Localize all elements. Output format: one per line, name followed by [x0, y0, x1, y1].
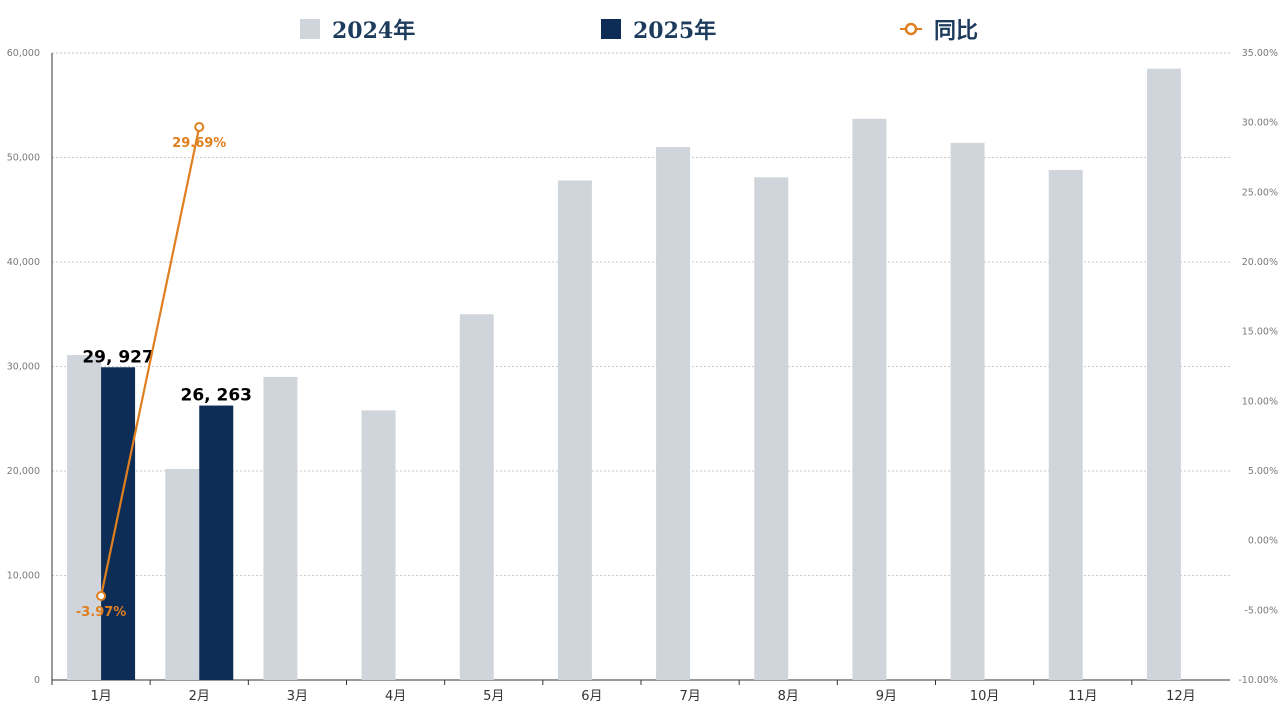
bar-2025 [101, 367, 136, 680]
bar-2024 [656, 147, 691, 681]
y-right-tick-label: -5.00% [1244, 605, 1278, 616]
legend-swatch-2025 [601, 19, 621, 39]
y-right-tick-label: 30.00% [1242, 118, 1278, 129]
bar-2024 [852, 118, 887, 680]
legend-label-yoy: 同比 [934, 18, 979, 44]
y-right-tick-label: 10.00% [1242, 396, 1278, 407]
y-left-tick-label: 40,000 [7, 257, 40, 268]
bar-2024 [165, 468, 200, 680]
legend-label-2025: 2025年 [633, 18, 717, 44]
x-tick-label: 5月 [483, 689, 504, 704]
legend-swatch-2024 [300, 19, 320, 39]
x-tick-label: 6月 [581, 689, 602, 704]
legend-item-2025[interactable]: 2025年 [601, 12, 716, 46]
yoy-data-label: 29.69% [172, 136, 226, 151]
y-right-tick-label: 35.00% [1242, 48, 1278, 59]
x-tick-label: 3月 [287, 689, 308, 704]
x-tick-label: 4月 [385, 689, 406, 704]
legend-label-2024: 2024年 [332, 18, 416, 44]
bar-2024 [950, 142, 985, 680]
y-right-tick-label: 20.00% [1242, 257, 1278, 268]
y-right-tick-label: -10.00% [1238, 675, 1278, 686]
x-tick-label: 10月 [970, 689, 1000, 704]
yoy-point [194, 121, 205, 132]
y-left-tick-label: 30,000 [7, 362, 40, 373]
legend: 2024年 2025年 同比 [0, 12, 1280, 46]
bar-2024 [263, 376, 298, 680]
y-right-tick-label: 25.00% [1242, 187, 1278, 198]
y-left-tick-label: 10,000 [7, 571, 40, 582]
y-right-tick-label: 0.00% [1248, 536, 1278, 547]
bar-2024 [361, 410, 396, 680]
bar-2024 [459, 314, 494, 680]
bar-2024 [557, 180, 592, 681]
bar-2024 [67, 355, 102, 680]
bar-2024 [1048, 170, 1083, 681]
x-tick-label: 12月 [1166, 689, 1196, 704]
yoy-point [96, 590, 107, 601]
x-tick-label: 7月 [679, 689, 700, 704]
y-left-tick-label: 20,000 [7, 466, 40, 477]
x-tick-label: 1月 [90, 689, 111, 704]
x-tick-label: 2月 [189, 689, 210, 704]
y-left-tick-label: 60,000 [7, 48, 40, 59]
bar-2024 [1146, 68, 1181, 681]
y-right-tick-label: 15.00% [1242, 327, 1278, 338]
y-left-tick-label: 0 [34, 675, 40, 686]
x-tick-label: 8月 [778, 689, 799, 704]
x-tick-label: 9月 [876, 689, 897, 704]
bar-2025-data-label: 26, 263 [180, 386, 252, 406]
yoy-line [100, 126, 201, 597]
y-right-tick-label: 5.00% [1248, 466, 1278, 477]
bar-2025-data-label: 29, 927 [82, 347, 154, 367]
bar-2025 [199, 405, 234, 680]
legend-item-2024[interactable]: 2024年 [300, 12, 415, 46]
x-tick-label: 11月 [1068, 689, 1098, 704]
legend-line-marker-icon [900, 22, 922, 36]
bar-2024 [754, 177, 789, 681]
legend-item-yoy[interactable]: 同比 [900, 12, 978, 46]
y-left-tick-label: 50,000 [7, 153, 40, 164]
yoy-data-label: -3.97% [76, 605, 127, 620]
